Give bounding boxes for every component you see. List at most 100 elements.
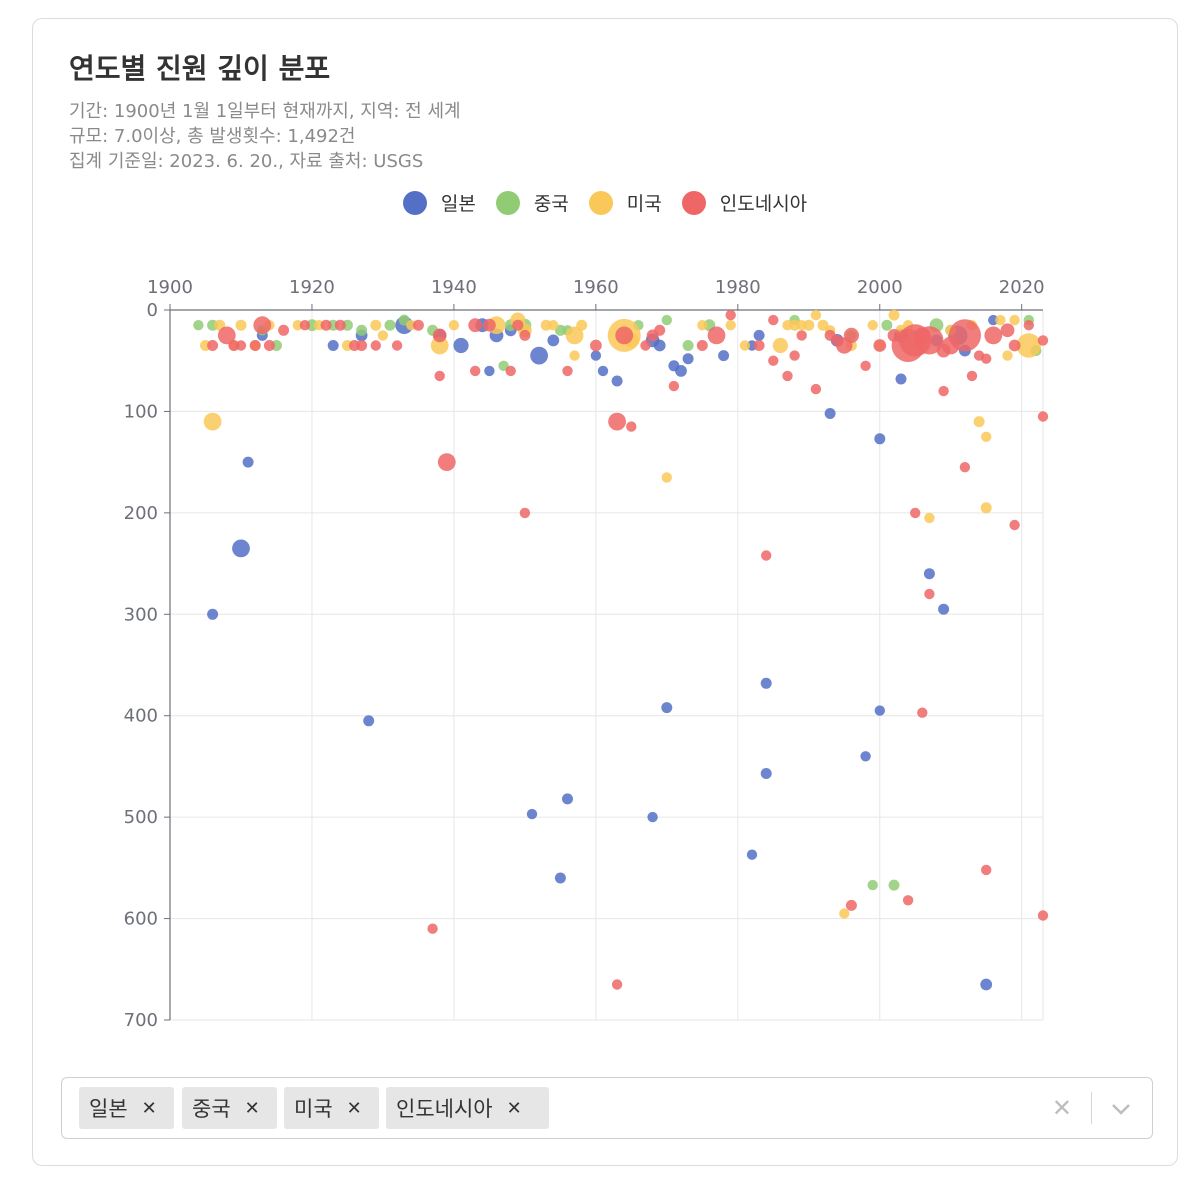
data-point bbox=[569, 350, 580, 361]
data-point bbox=[391, 340, 403, 351]
chart-title: 연도별 진원 깊이 분포 bbox=[69, 52, 331, 85]
data-point bbox=[824, 408, 836, 419]
data-point bbox=[615, 326, 634, 345]
data-point bbox=[193, 320, 204, 331]
filter-tag-indonesia: 인도네시아 ✕ bbox=[386, 1087, 549, 1129]
data-point bbox=[505, 365, 516, 377]
y-tick-label: 200 bbox=[124, 503, 158, 524]
data-point bbox=[640, 340, 651, 351]
data-point bbox=[207, 340, 219, 351]
data-point bbox=[484, 365, 495, 377]
legend-item-japan[interactable]: 일본 bbox=[402, 189, 476, 216]
data-point bbox=[356, 340, 368, 351]
data-point bbox=[782, 370, 793, 382]
data-point bbox=[1037, 335, 1049, 346]
close-icon[interactable]: ✕ bbox=[346, 1097, 362, 1119]
country-filter-select[interactable]: 일본 ✕ 중국 ✕ 미국 ✕ 인도네시아 ✕ ✕ bbox=[61, 1077, 1153, 1139]
data-point bbox=[753, 329, 765, 341]
data-point bbox=[576, 319, 588, 331]
axes: 1900 1920 1940 1960 1980 2000 2020 0 100 200 300 40… bbox=[124, 277, 1045, 1031]
data-point bbox=[1009, 519, 1020, 531]
data-point bbox=[356, 324, 368, 336]
data-point bbox=[924, 512, 935, 524]
data-point bbox=[530, 346, 548, 365]
data-point bbox=[995, 314, 1006, 326]
filter-tag-china: 중국 ✕ bbox=[182, 1087, 277, 1129]
filter-tag-label: 일본 bbox=[89, 1097, 128, 1121]
data-point bbox=[278, 324, 290, 336]
scatter-chart: 1900 1920 1940 1960 1980 2000 2020 0 100 200 300 40… bbox=[124, 277, 1049, 1031]
legend-item-usa[interactable]: 미국 bbox=[588, 189, 662, 216]
data-point bbox=[235, 319, 247, 331]
close-icon[interactable]: ✕ bbox=[244, 1097, 260, 1119]
data-point bbox=[938, 603, 950, 615]
legend-marker-indonesia bbox=[681, 190, 706, 215]
data-point bbox=[363, 715, 375, 727]
legend-item-china[interactable]: 중국 bbox=[495, 189, 569, 216]
data-point bbox=[810, 309, 822, 321]
y-tick-label: 300 bbox=[124, 604, 158, 625]
data-point bbox=[924, 588, 935, 600]
data-point bbox=[253, 316, 272, 335]
data-point bbox=[966, 370, 978, 382]
data-point bbox=[718, 350, 730, 362]
data-point bbox=[810, 383, 822, 395]
y-tick-label: 400 bbox=[124, 706, 158, 727]
data-point bbox=[948, 319, 982, 352]
indicator-separator bbox=[1091, 1092, 1092, 1124]
data-point bbox=[895, 373, 907, 385]
data-point bbox=[590, 350, 602, 361]
data-point bbox=[761, 550, 772, 561]
data-point bbox=[653, 339, 666, 352]
legend-label-japan: 일본 bbox=[440, 193, 476, 215]
data-point bbox=[980, 978, 993, 991]
data-point bbox=[377, 330, 389, 341]
data-point bbox=[242, 456, 254, 468]
data-point bbox=[697, 320, 708, 331]
data-point bbox=[327, 340, 339, 351]
chevron-down-icon[interactable] bbox=[1108, 1096, 1134, 1122]
data-point bbox=[938, 385, 949, 397]
data-point bbox=[207, 608, 219, 620]
data-point bbox=[519, 329, 531, 341]
data-point bbox=[661, 472, 672, 483]
data-point bbox=[412, 319, 424, 331]
data-point bbox=[888, 309, 900, 321]
chart-legend: 일본 중국 미국 인도네시아 bbox=[33, 189, 1177, 216]
data-point bbox=[910, 507, 921, 519]
data-point bbox=[915, 326, 944, 355]
data-point bbox=[562, 365, 573, 377]
data-point bbox=[867, 320, 878, 331]
data-point bbox=[384, 319, 396, 331]
data-point bbox=[263, 340, 275, 351]
legend-label-indonesia: 인도네시아 bbox=[719, 193, 808, 215]
data-point bbox=[973, 416, 985, 428]
x-tick-label: 1960 bbox=[573, 277, 619, 298]
data-point bbox=[661, 702, 673, 714]
data-point bbox=[874, 705, 885, 716]
y-tick-label: 500 bbox=[124, 807, 158, 828]
legend-label-china: 중국 bbox=[533, 193, 569, 215]
legend-marker-usa bbox=[588, 190, 613, 215]
clear-all-icon[interactable]: ✕ bbox=[1051, 1094, 1072, 1122]
data-point bbox=[917, 707, 928, 718]
close-icon[interactable]: ✕ bbox=[506, 1097, 522, 1119]
legend-item-indonesia[interactable]: 인도네시아 bbox=[681, 189, 808, 216]
data-point bbox=[725, 309, 736, 321]
data-point bbox=[611, 979, 623, 990]
data-point bbox=[981, 864, 992, 876]
data-points bbox=[193, 309, 1049, 991]
data-point bbox=[707, 326, 726, 345]
x-tick-label: 2020 bbox=[999, 277, 1045, 298]
subtitle-line-magnitude: 규모: 7.0이상, 총 발생횟수: 1,492건 bbox=[69, 126, 356, 147]
data-point bbox=[661, 314, 672, 326]
data-point bbox=[512, 319, 524, 331]
legend-marker-japan bbox=[402, 190, 427, 215]
x-tick-label: 1900 bbox=[147, 277, 193, 298]
data-point bbox=[796, 330, 807, 341]
data-point bbox=[590, 339, 602, 352]
close-icon[interactable]: ✕ bbox=[141, 1097, 157, 1119]
chart-subtitle: 기간: 1900년 1월 1일부터 현재까지, 지역: 전 세계 규모: 7.0… bbox=[69, 99, 461, 174]
data-point bbox=[1016, 333, 1041, 358]
data-point bbox=[370, 340, 381, 351]
